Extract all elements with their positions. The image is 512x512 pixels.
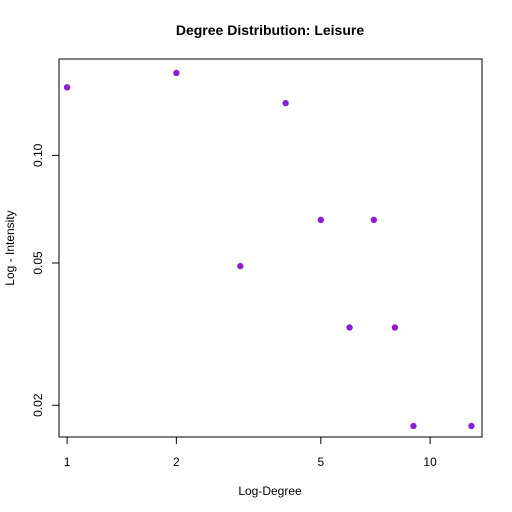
x-tick-label: 1 bbox=[64, 455, 71, 469]
chart-title: Degree Distribution: Leisure bbox=[176, 22, 364, 38]
data-point bbox=[468, 422, 475, 430]
data-point bbox=[282, 99, 289, 107]
data-point bbox=[63, 84, 71, 91]
data-point bbox=[370, 216, 378, 224]
data-points bbox=[63, 69, 475, 430]
data-point bbox=[410, 422, 417, 430]
data-point bbox=[173, 69, 180, 77]
x-tick-label: 2 bbox=[173, 455, 180, 469]
data-point bbox=[237, 262, 244, 270]
y-axis-label: Log - Intensity bbox=[3, 210, 17, 285]
x-axis: 1 2 5 10 bbox=[64, 436, 437, 469]
plot-frame bbox=[58, 58, 483, 438]
x-tick-label: 10 bbox=[423, 455, 437, 469]
y-tick-label: 0.10 bbox=[31, 143, 45, 167]
y-axis: 0.02 0.05 0.10 bbox=[31, 143, 60, 417]
x-tick-label: 5 bbox=[317, 455, 324, 469]
data-point bbox=[391, 324, 399, 331]
y-tick-label: 0.02 bbox=[31, 393, 45, 417]
data-point bbox=[346, 324, 353, 331]
data-point bbox=[317, 216, 325, 224]
y-tick-label: 0.05 bbox=[31, 251, 45, 275]
x-axis-label: Log-Degree bbox=[238, 484, 302, 498]
